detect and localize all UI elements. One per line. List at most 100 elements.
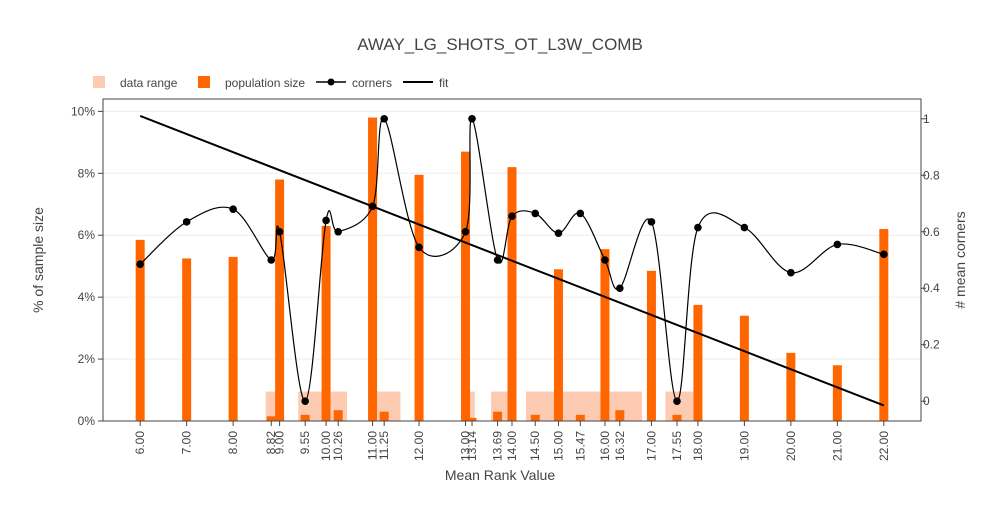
corner-point-24 — [787, 268, 795, 277]
population-bars — [135, 117, 889, 422]
y-tick-label-3: 6% — [78, 228, 96, 242]
population-bar-14 — [507, 167, 517, 421]
population-bar-6 — [321, 225, 331, 421]
data-range-bar-6 — [525, 391, 557, 421]
corner-point-5 — [301, 397, 309, 406]
y2-tick-label-5: 1 — [923, 112, 930, 126]
corners-line — [139, 118, 884, 402]
x-tick-label-0: 6.00 — [133, 431, 147, 455]
x-tick-label-14: 14.00 — [505, 431, 519, 461]
data-range-bar-4 — [467, 391, 475, 421]
y-axis-ticks: 0% 2% 4% 6% 8% 10% — [71, 104, 103, 428]
y-tick-label-0: 0% — [78, 414, 96, 428]
legend: data range population size corners fit — [93, 76, 449, 90]
corner-point-2 — [229, 205, 237, 213]
corner-point-25 — [833, 240, 842, 249]
population-bar-2 — [228, 256, 238, 421]
x-tick-label-10: 12.00 — [412, 431, 426, 461]
y2-axis-title: # mean corners — [952, 211, 968, 308]
population-bar-24 — [786, 352, 796, 421]
x-tick-label-13: 13.69 — [491, 431, 505, 461]
corner-point-7 — [334, 227, 342, 236]
corner-point-23 — [740, 223, 749, 232]
x-tick-label-23: 19.00 — [737, 431, 751, 461]
legend-label-population: population size — [225, 76, 305, 90]
y-tick-label-4: 8% — [78, 166, 96, 180]
population-bar-7 — [333, 410, 343, 421]
x-axis-title: Mean Rank Value — [445, 467, 555, 483]
x-tick-label-19: 16.32 — [613, 431, 627, 461]
corner-point-21 — [673, 397, 681, 406]
x-tick-label-21: 17.55 — [670, 431, 684, 461]
population-bar-4 — [275, 179, 285, 421]
corner-point-3 — [267, 256, 276, 264]
legend-label-fit: fit — [439, 76, 449, 90]
population-bar-22 — [693, 304, 703, 421]
y2-tick-label-3: 0.6 — [923, 225, 940, 239]
corner-point-13 — [493, 256, 502, 264]
population-bar-17 — [575, 414, 585, 421]
legend-marker-corners — [327, 78, 335, 86]
x-tick-label-6: 10.00 — [319, 431, 333, 461]
population-bar-25 — [832, 365, 842, 421]
x-tick-label-1: 7.00 — [180, 431, 194, 455]
population-bar-26 — [879, 229, 889, 421]
corner-point-1 — [182, 218, 191, 226]
population-bar-13 — [493, 411, 503, 421]
corner-point-26 — [880, 250, 888, 259]
data-range-bars — [265, 391, 694, 421]
x-tick-label-9: 11.25 — [377, 431, 391, 460]
x-tick-label-7: 10.26 — [331, 431, 345, 461]
x-tick-label-18: 16.00 — [598, 431, 612, 461]
x-tick-label-24: 20.00 — [784, 431, 798, 461]
legend-label-corners: corners — [352, 76, 392, 90]
population-bar-12 — [467, 417, 477, 421]
x-tick-label-25: 21.00 — [830, 431, 844, 461]
population-bar-8 — [368, 117, 378, 422]
population-bar-0 — [135, 239, 145, 421]
corner-point-8 — [368, 202, 377, 211]
population-bar-18 — [600, 249, 610, 421]
population-bar-23 — [739, 315, 749, 421]
x-tick-label-5: 9.55 — [298, 431, 312, 455]
x-tick-label-4: 9.00 — [273, 431, 287, 455]
corner-point-10 — [415, 243, 423, 252]
chart-title: AWAY_LG_SHOTS_OT_L3W_COMB — [357, 35, 643, 54]
x-tick-label-16: 15.00 — [551, 431, 565, 461]
population-bar-5 — [300, 414, 310, 421]
x-tick-label-12: 13.14 — [465, 431, 479, 461]
corner-point-14 — [508, 212, 516, 221]
population-bar-20 — [646, 270, 656, 421]
corner-point-18 — [601, 256, 609, 264]
population-bar-19 — [615, 410, 625, 421]
corner-point-19 — [616, 284, 624, 293]
fit-line — [139, 115, 885, 407]
x-tick-label-15: 14.50 — [528, 431, 542, 461]
population-bar-16 — [553, 269, 563, 421]
x-tick-label-17: 15.47 — [573, 431, 587, 461]
population-bar-21 — [672, 414, 682, 421]
x-tick-label-8: 11.00 — [366, 431, 380, 460]
y2-tick-label-1: 0.2 — [923, 338, 940, 352]
corner-point-15 — [531, 209, 540, 218]
corner-markers — [136, 114, 888, 406]
population-bar-1 — [182, 258, 192, 421]
data-range-bar-0 — [265, 391, 278, 421]
y2-tick-label-4: 0.8 — [923, 168, 940, 182]
y-tick-label-2: 4% — [78, 290, 96, 304]
x-tick-label-11: 13.00 — [459, 431, 473, 461]
corner-point-17 — [576, 209, 585, 218]
y2-tick-label-0: 0 — [923, 394, 930, 408]
population-bar-3 — [266, 416, 276, 421]
x-tick-label-20: 17.00 — [644, 431, 658, 461]
legend-label-data-range: data range — [120, 76, 178, 90]
y-tick-label-1: 2% — [78, 352, 96, 366]
legend-swatch-population — [198, 76, 210, 88]
y-axis-title: % of sample size — [30, 207, 46, 313]
corner-point-9 — [380, 114, 388, 123]
corner-point-6 — [322, 216, 330, 225]
y-tick-label-5: 10% — [71, 104, 95, 118]
